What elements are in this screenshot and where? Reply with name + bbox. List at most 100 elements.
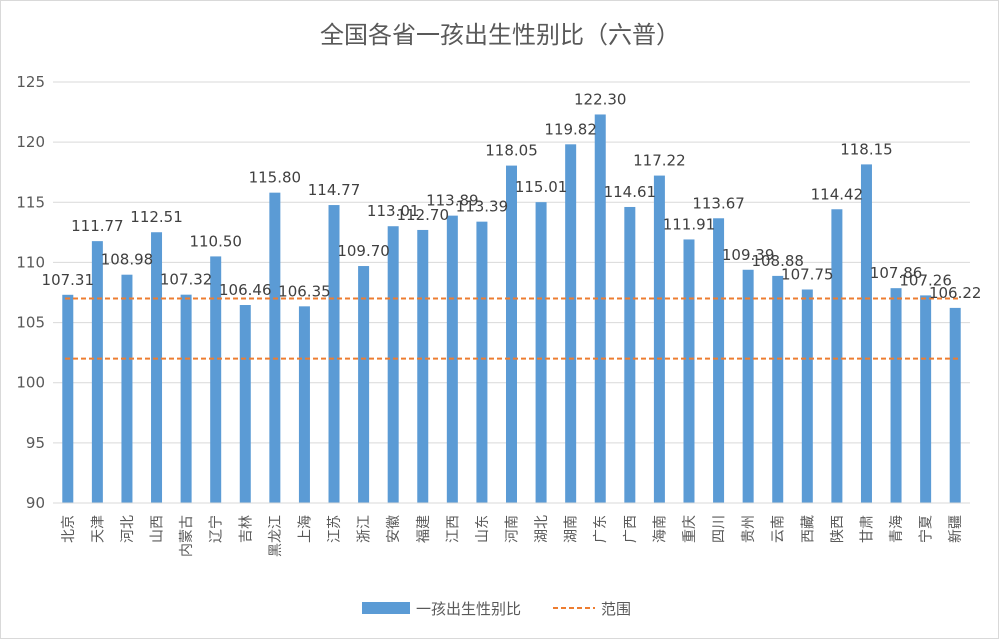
- data-label: 107.75: [781, 265, 834, 283]
- x-tick-label: 上海: [297, 515, 313, 543]
- x-tick-label: 河北: [120, 515, 136, 543]
- data-label: 111.77: [71, 217, 124, 235]
- bar: [860, 164, 872, 503]
- data-label: 112.51: [130, 208, 183, 226]
- x-tick-label: 云南: [771, 515, 787, 543]
- data-label: 110.50: [189, 232, 242, 250]
- x-tick-label: 西藏: [800, 515, 816, 543]
- bar: [594, 114, 606, 503]
- y-axis: 90 95 100 105 110 115 120 125: [16, 73, 45, 512]
- x-tick-label: 浙江: [357, 515, 373, 543]
- x-tick-label: 吉林: [238, 515, 254, 543]
- bar: [890, 288, 902, 503]
- x-tick-label: 江西: [445, 515, 461, 543]
- legend: 一孩出生性别比 范围: [362, 600, 631, 618]
- bar: [653, 175, 665, 504]
- data-label: 122.30: [574, 90, 627, 108]
- y-tick-label: 125: [16, 73, 45, 91]
- x-tick-label: 山东: [475, 515, 491, 543]
- data-labels: 107.31 111.77 108.98 112.51 107.32 110.50 106.…: [42, 90, 982, 301]
- x-tick-label: 宁夏: [918, 515, 935, 543]
- bar: [298, 306, 310, 503]
- x-tick-label: 山西: [150, 515, 166, 543]
- bar: [831, 209, 843, 504]
- x-tick-label: 广东: [593, 515, 609, 543]
- data-label: 106.35: [278, 282, 331, 300]
- bar: [62, 294, 74, 503]
- data-label: 113.89: [426, 192, 479, 210]
- bar: [180, 294, 192, 503]
- chart-title: 全国各省一孩出生性别比（六普）: [320, 21, 680, 49]
- y-tick-label: 105: [16, 314, 45, 332]
- bar: [417, 229, 429, 504]
- data-label: 115.01: [515, 178, 568, 196]
- data-label: 114.77: [308, 181, 361, 199]
- bar: [742, 269, 754, 503]
- bar: [624, 206, 636, 503]
- x-tick-label: 江苏: [327, 515, 343, 543]
- bar: [210, 256, 222, 503]
- data-label: 113.67: [692, 194, 745, 212]
- data-label: 119.82: [544, 120, 597, 138]
- x-tick-label: 湖北: [534, 515, 550, 543]
- data-label: 109.70: [337, 242, 390, 260]
- bar: [151, 232, 163, 503]
- data-label: 107.31: [42, 271, 95, 289]
- bar: [920, 295, 932, 503]
- bar: [328, 205, 340, 503]
- data-label: 106.46: [219, 281, 272, 299]
- range-lines: [65, 297, 958, 360]
- data-label: 106.22: [929, 284, 982, 302]
- y-tick-label: 110: [16, 253, 45, 271]
- data-label: 107.26: [899, 271, 952, 289]
- data-label: 108.98: [101, 251, 154, 269]
- bar: [91, 241, 103, 503]
- data-label: 107.86: [870, 264, 923, 282]
- x-axis: 北京 天津 河北 山西 内蒙古 辽宁 吉林 黑龙江 上海 江苏 浙江 安徽 福建 江西 山东 河南 湖北 湖南 广东…: [53, 502, 970, 557]
- y-tick-label: 100: [16, 374, 45, 392]
- x-tick-label: 新疆: [948, 515, 964, 543]
- bar: [801, 289, 813, 503]
- x-tick-label: 湖南: [564, 515, 580, 543]
- x-tick-label: 北京: [61, 515, 77, 543]
- x-tick-label: 重庆: [682, 515, 698, 543]
- data-label: 118.05: [485, 142, 538, 160]
- data-label: 109.39: [722, 246, 775, 264]
- bar: [565, 144, 577, 504]
- x-tick-label: 河南: [505, 515, 521, 543]
- y-tick-label: 120: [16, 133, 45, 151]
- x-tick-label: 青海: [889, 515, 905, 543]
- legend-label-range: 范围: [601, 600, 631, 618]
- data-label: 112.70: [397, 206, 450, 224]
- x-tick-label: 内蒙古: [179, 515, 195, 557]
- data-label: 114.42: [811, 185, 864, 203]
- data-label: 117.22: [633, 152, 686, 170]
- bar: [476, 221, 488, 503]
- bar: [683, 239, 695, 504]
- data-label: 113.39: [456, 198, 509, 216]
- data-label: 113.01: [367, 202, 420, 220]
- x-tick-label: 陕西: [830, 515, 846, 543]
- legend-label-bars: 一孩出生性别比: [416, 600, 521, 618]
- x-tick-label: 贵州: [741, 515, 757, 543]
- bars: [62, 114, 961, 504]
- bar: [713, 218, 725, 504]
- y-tick-label: 115: [16, 193, 45, 211]
- bar: [949, 307, 961, 503]
- legend-swatch-bars: [362, 602, 410, 614]
- x-tick-label: 天津: [90, 515, 106, 543]
- bar: [535, 202, 547, 503]
- data-label: 115.80: [249, 169, 302, 187]
- y-tick-label: 90: [26, 494, 45, 512]
- bar: [358, 266, 370, 503]
- bar: [269, 192, 281, 504]
- x-tick-label: 广西: [623, 515, 639, 543]
- data-label: 114.61: [604, 183, 657, 201]
- bar: [772, 275, 784, 503]
- bar: [239, 305, 251, 503]
- x-tick-label: 安徽: [386, 515, 402, 543]
- data-label: 118.15: [840, 140, 893, 158]
- x-tick-label: 甘肃: [859, 515, 875, 543]
